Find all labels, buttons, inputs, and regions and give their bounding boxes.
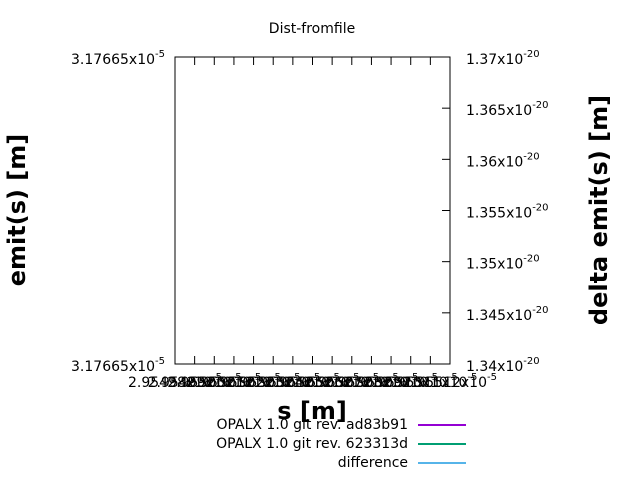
x-tick-label-text: 2.95511x10	[383, 375, 467, 391]
y2-tick-label: 1.36x10-20	[466, 151, 540, 170]
x-tick-label-exponent: -5	[330, 372, 340, 383]
y-tick-label-exponent: -5	[155, 356, 165, 367]
legend-label: difference	[338, 455, 408, 471]
x-tick-label-text: 2.95508x10	[324, 375, 408, 391]
x-tick-label: 2.95502x10-5	[207, 372, 301, 391]
y-tick-label-exponent: -5	[155, 49, 165, 60]
x-tick-label-text: 2.95502x10	[207, 375, 291, 391]
x-tick-label: 2.95503x10-5	[226, 372, 320, 391]
x-tick-label-text: 2.95510x10	[364, 375, 448, 391]
x-tick-label-text: 2.95504x10	[246, 375, 330, 391]
y2-tick-label: 1.355x10-20	[466, 203, 549, 222]
x-tick-label: 2.95501x10-5	[187, 372, 281, 391]
x-tick-label-text: 2.95501x10	[187, 375, 271, 391]
legend-label: OPALX 1.0 git rev. ad83b91	[216, 417, 408, 433]
y2-tick-label-exponent: -20	[523, 254, 539, 265]
x-tick-label: 2.95505x10-5	[266, 372, 360, 391]
y2-tick-label: 1.34x10-20	[466, 356, 540, 375]
x-tick-label-text: 2.95500x10	[167, 375, 251, 391]
y-tick-label-text: 3.17665x10	[71, 52, 155, 68]
x-tick-label: 2.95509x10-5	[344, 372, 438, 391]
x-tick-label-exponent: -5	[251, 372, 261, 383]
y2-tick-label-text: 1.35x10	[466, 257, 523, 273]
y-tick-label-text: 3.17665x10	[71, 359, 155, 375]
y2-tick-label-text: 1.365x10	[466, 103, 532, 119]
y-axis-label: emit(s) [m]	[3, 134, 31, 287]
x-tick-label-exponent: -5	[428, 372, 438, 383]
y2-tick-label-exponent: -20	[532, 203, 548, 214]
x-tick-label: 2.95506x10-5	[285, 372, 379, 391]
legend-label: OPALX 1.0 git rev. 623313d	[216, 436, 408, 452]
x-tick-label-exponent: -5	[448, 372, 458, 383]
y2-tick-label-exponent: -20	[523, 49, 539, 60]
x-tick-label-text: 2.95505x10	[266, 375, 350, 391]
x-tick-label-exponent: -5	[408, 372, 418, 383]
y2-tick-label: 1.345x10-20	[466, 305, 549, 324]
x-tick-label: 2.95498x10-5	[128, 372, 222, 391]
x-tick-label-text: 2.95512x10	[403, 375, 487, 391]
x-tick-label-exponent: -5	[232, 372, 242, 383]
y2-tick-label-exponent: -20	[523, 356, 539, 367]
x-tick-label: 2.95508x10-5	[324, 372, 418, 391]
y2-tick-label-text: 1.37x10	[466, 52, 523, 68]
x-tick-label: 2.95511x10-5	[383, 372, 477, 391]
x-tick-label-exponent: -5	[389, 372, 399, 383]
x-axis-label: s [m]	[277, 397, 347, 425]
y2-axis-label: delta emit(s) [m]	[585, 95, 613, 325]
x-tick-label: 2.95512x10-5	[403, 372, 497, 391]
x-tick-label: 2.95510x10-5	[364, 372, 458, 391]
x-tick-label-text: 2.95499x10	[148, 375, 232, 391]
chart-title: Dist-fromfile	[269, 21, 355, 37]
x-tick-label-exponent: -5	[467, 372, 477, 383]
x-tick-label-exponent: -5	[310, 372, 320, 383]
x-tick-label: 2.95500x10-5	[167, 372, 261, 391]
y2-tick-label-text: 1.345x10	[466, 308, 532, 324]
x-tick-label: 2.95499x10-5	[148, 372, 242, 391]
x-tick-label-exponent: -5	[271, 372, 281, 383]
x-tick-label-text: 2.95506x10	[285, 375, 369, 391]
y2-tick-label: 1.365x10-20	[466, 100, 549, 119]
y2-tick-label-exponent: -20	[523, 151, 539, 162]
y2-tick-label: 1.35x10-20	[466, 254, 540, 273]
y2-tick-label-text: 1.355x10	[466, 206, 532, 222]
y2-tick-label: 1.37x10-20	[466, 49, 540, 68]
plot-frame	[174, 56, 451, 365]
x-tick-label-text: 2.95498x10	[128, 375, 212, 391]
x-tick-label-exponent: -5	[291, 372, 301, 383]
x-tick-label-exponent: -5	[350, 372, 360, 383]
y2-tick-label-text: 1.34x10	[466, 359, 523, 375]
x-tick-label: 2.95507x10-5	[305, 372, 399, 391]
x-tick-label-exponent: -5	[212, 372, 222, 383]
x-tick-label-text: 2.95503x10	[226, 375, 310, 391]
y-tick-label: 3.17665x10-5	[71, 49, 165, 68]
y-tick-label: 3.17665x10-5	[71, 356, 165, 375]
x-tick-label-text: 2.95507x10	[305, 375, 389, 391]
x-tick-label-exponent: -5	[369, 372, 379, 383]
x-tick-label-text: 2.95509x10	[344, 375, 428, 391]
x-tick-label: 2.95504x10-5	[246, 372, 340, 391]
y2-tick-label-exponent: -20	[532, 305, 548, 316]
x-tick-label-exponent: -5	[487, 372, 497, 383]
y2-tick-label-exponent: -20	[532, 100, 548, 111]
y2-tick-label-text: 1.36x10	[466, 154, 523, 170]
